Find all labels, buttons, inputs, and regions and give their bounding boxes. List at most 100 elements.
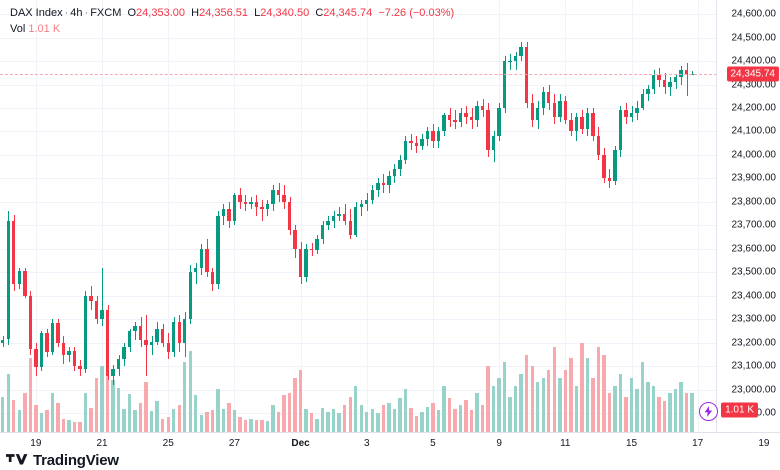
- volume-bar: [624, 397, 628, 432]
- volume-bar: [282, 394, 286, 432]
- volume-bar: [602, 354, 606, 432]
- volume-bar: [690, 392, 694, 432]
- volume-bar: [497, 377, 501, 432]
- candle-body: [591, 112, 595, 137]
- candle-body: [541, 91, 545, 108]
- candle-body: [172, 321, 176, 353]
- candle-body: [304, 248, 308, 278]
- candle-body: [442, 115, 446, 132]
- time-axis-tick: 5: [430, 438, 436, 449]
- price-axis[interactable]: 24,345.74 1.01 K 24,600.00 24,500.00 24,40…: [716, 0, 780, 432]
- volume-bar: [320, 408, 325, 432]
- volume-bar: [100, 366, 104, 432]
- volume-bar: [199, 415, 203, 432]
- gridline-horizontal: [0, 61, 717, 63]
- time-axis-tick: 11: [560, 438, 571, 449]
- gridline-vertical: [697, 0, 699, 432]
- candle-body: [502, 61, 507, 108]
- volume-bar: [183, 362, 187, 432]
- lightning-bolt-icon[interactable]: [698, 402, 718, 421]
- volume-bar: [265, 421, 270, 432]
- volume-bar: [83, 393, 88, 432]
- chart-plot-area[interactable]: [0, 0, 718, 432]
- candle-body: [381, 183, 386, 186]
- candle-wick: [146, 314, 147, 376]
- time-axis[interactable]: 19212527Dec359111517192325: [0, 432, 780, 455]
- volume-bar: [276, 411, 281, 432]
- candle-body: [94, 300, 99, 320]
- candle-body: [287, 201, 292, 231]
- volume-bar: [370, 408, 374, 432]
- candle-body: [100, 309, 104, 320]
- volume-bar: [216, 389, 220, 432]
- volume-bar: [127, 394, 132, 432]
- candle-body: [216, 216, 220, 285]
- volume-bar: [376, 413, 380, 432]
- volume-bar: [398, 397, 402, 432]
- candle-wick: [361, 199, 362, 216]
- candle-body: [12, 220, 16, 285]
- candle-body: [293, 230, 297, 249]
- candle-body: [387, 176, 391, 186]
- gridline-horizontal: [0, 366, 717, 368]
- candle-body: [309, 248, 314, 251]
- high-label: H: [191, 7, 200, 19]
- volume-series: [1, 343, 694, 432]
- candle-body: [227, 208, 231, 221]
- gridline-horizontal: [0, 84, 717, 86]
- candle-wick: [670, 77, 671, 97]
- price-axis-tick: 24,000.00: [731, 149, 777, 161]
- volume-bar: [260, 419, 264, 432]
- gridline-horizontal: [0, 14, 717, 16]
- candle-wick: [262, 199, 263, 221]
- volume-bar: [491, 385, 496, 432]
- volume-bar: [547, 370, 551, 432]
- candle-body: [50, 322, 55, 353]
- volume-bar: [640, 362, 645, 432]
- volume-bar: [210, 410, 215, 432]
- symbol-name[interactable]: DAX Index: [10, 7, 63, 19]
- volume-bar: [1, 397, 5, 432]
- volume-bar: [580, 343, 584, 432]
- volume-bar: [618, 373, 623, 432]
- volume-bar: [227, 402, 231, 432]
- low-label: L: [254, 7, 261, 19]
- volume-bar: [475, 393, 479, 432]
- candle-body: [480, 105, 485, 111]
- candle-body: [574, 117, 579, 132]
- volume-bar: [326, 411, 330, 432]
- volume-bar: [133, 410, 137, 432]
- volume-bar: [298, 370, 303, 432]
- candle-body: [414, 143, 419, 146]
- candle-body: [392, 169, 397, 177]
- candle-body: [624, 110, 628, 118]
- volume-bar: [486, 366, 490, 432]
- price-axis-tick: 23,300.00: [731, 313, 777, 325]
- tradingview-logo[interactable]: TradingView: [6, 452, 119, 469]
- candle-body: [513, 56, 518, 62]
- volume-bar: [238, 416, 242, 432]
- candle-body: [409, 140, 413, 144]
- interval-label[interactable]: 4h: [70, 7, 83, 19]
- candle-body: [155, 328, 159, 342]
- candle-body: [45, 333, 49, 353]
- volume-bar: [541, 377, 545, 432]
- volume-bar: [525, 354, 529, 432]
- candle-wick: [135, 321, 136, 341]
- volume-bar: [348, 397, 352, 432]
- candle-body: [320, 225, 325, 240]
- price-axis-tick: 24,200.00: [731, 102, 777, 114]
- volume-bar: [381, 404, 386, 432]
- candle-body: [370, 190, 374, 200]
- open-label: O: [127, 7, 137, 19]
- candle-body: [133, 326, 137, 332]
- candle-body: [497, 108, 501, 137]
- volume-bar: [293, 377, 297, 432]
- volume-bar: [287, 393, 292, 432]
- candle-body: [420, 138, 424, 146]
- gridline-horizontal: [0, 225, 717, 227]
- volume-bar: [536, 381, 540, 432]
- volume-bar: [61, 419, 66, 432]
- time-axis-tick: 19: [30, 438, 42, 449]
